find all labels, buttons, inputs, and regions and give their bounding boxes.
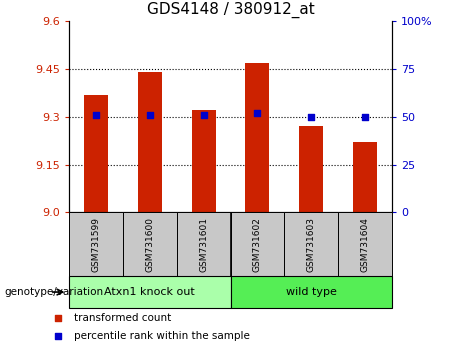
Bar: [245, 63, 270, 212]
Text: Atxn1 knock out: Atxn1 knock out: [105, 287, 195, 297]
Bar: [353, 142, 377, 212]
Bar: [284, 212, 338, 276]
Bar: [338, 212, 392, 276]
Text: GSM731604: GSM731604: [361, 217, 369, 272]
Bar: [123, 212, 177, 276]
Point: [54, 333, 62, 338]
Point: [200, 112, 207, 118]
Bar: [191, 110, 216, 212]
Bar: [299, 126, 323, 212]
Text: wild type: wild type: [286, 287, 337, 297]
Point: [307, 114, 315, 120]
Point: [146, 112, 154, 118]
Bar: [138, 72, 162, 212]
Title: GDS4148 / 380912_at: GDS4148 / 380912_at: [147, 2, 314, 18]
Point: [254, 110, 261, 116]
Bar: [177, 212, 230, 276]
Point: [92, 112, 100, 118]
Point: [54, 315, 62, 321]
Bar: [230, 276, 392, 308]
Text: GSM731602: GSM731602: [253, 217, 262, 272]
Bar: [69, 212, 123, 276]
Bar: [69, 276, 230, 308]
Text: GSM731600: GSM731600: [145, 217, 154, 272]
Point: [361, 114, 369, 120]
Text: transformed count: transformed count: [74, 313, 171, 323]
Bar: [230, 212, 284, 276]
Text: percentile rank within the sample: percentile rank within the sample: [74, 331, 249, 341]
Text: GSM731603: GSM731603: [307, 217, 316, 272]
Text: GSM731601: GSM731601: [199, 217, 208, 272]
Text: GSM731599: GSM731599: [92, 217, 100, 272]
Bar: [84, 95, 108, 212]
Text: genotype/variation: genotype/variation: [5, 287, 104, 297]
